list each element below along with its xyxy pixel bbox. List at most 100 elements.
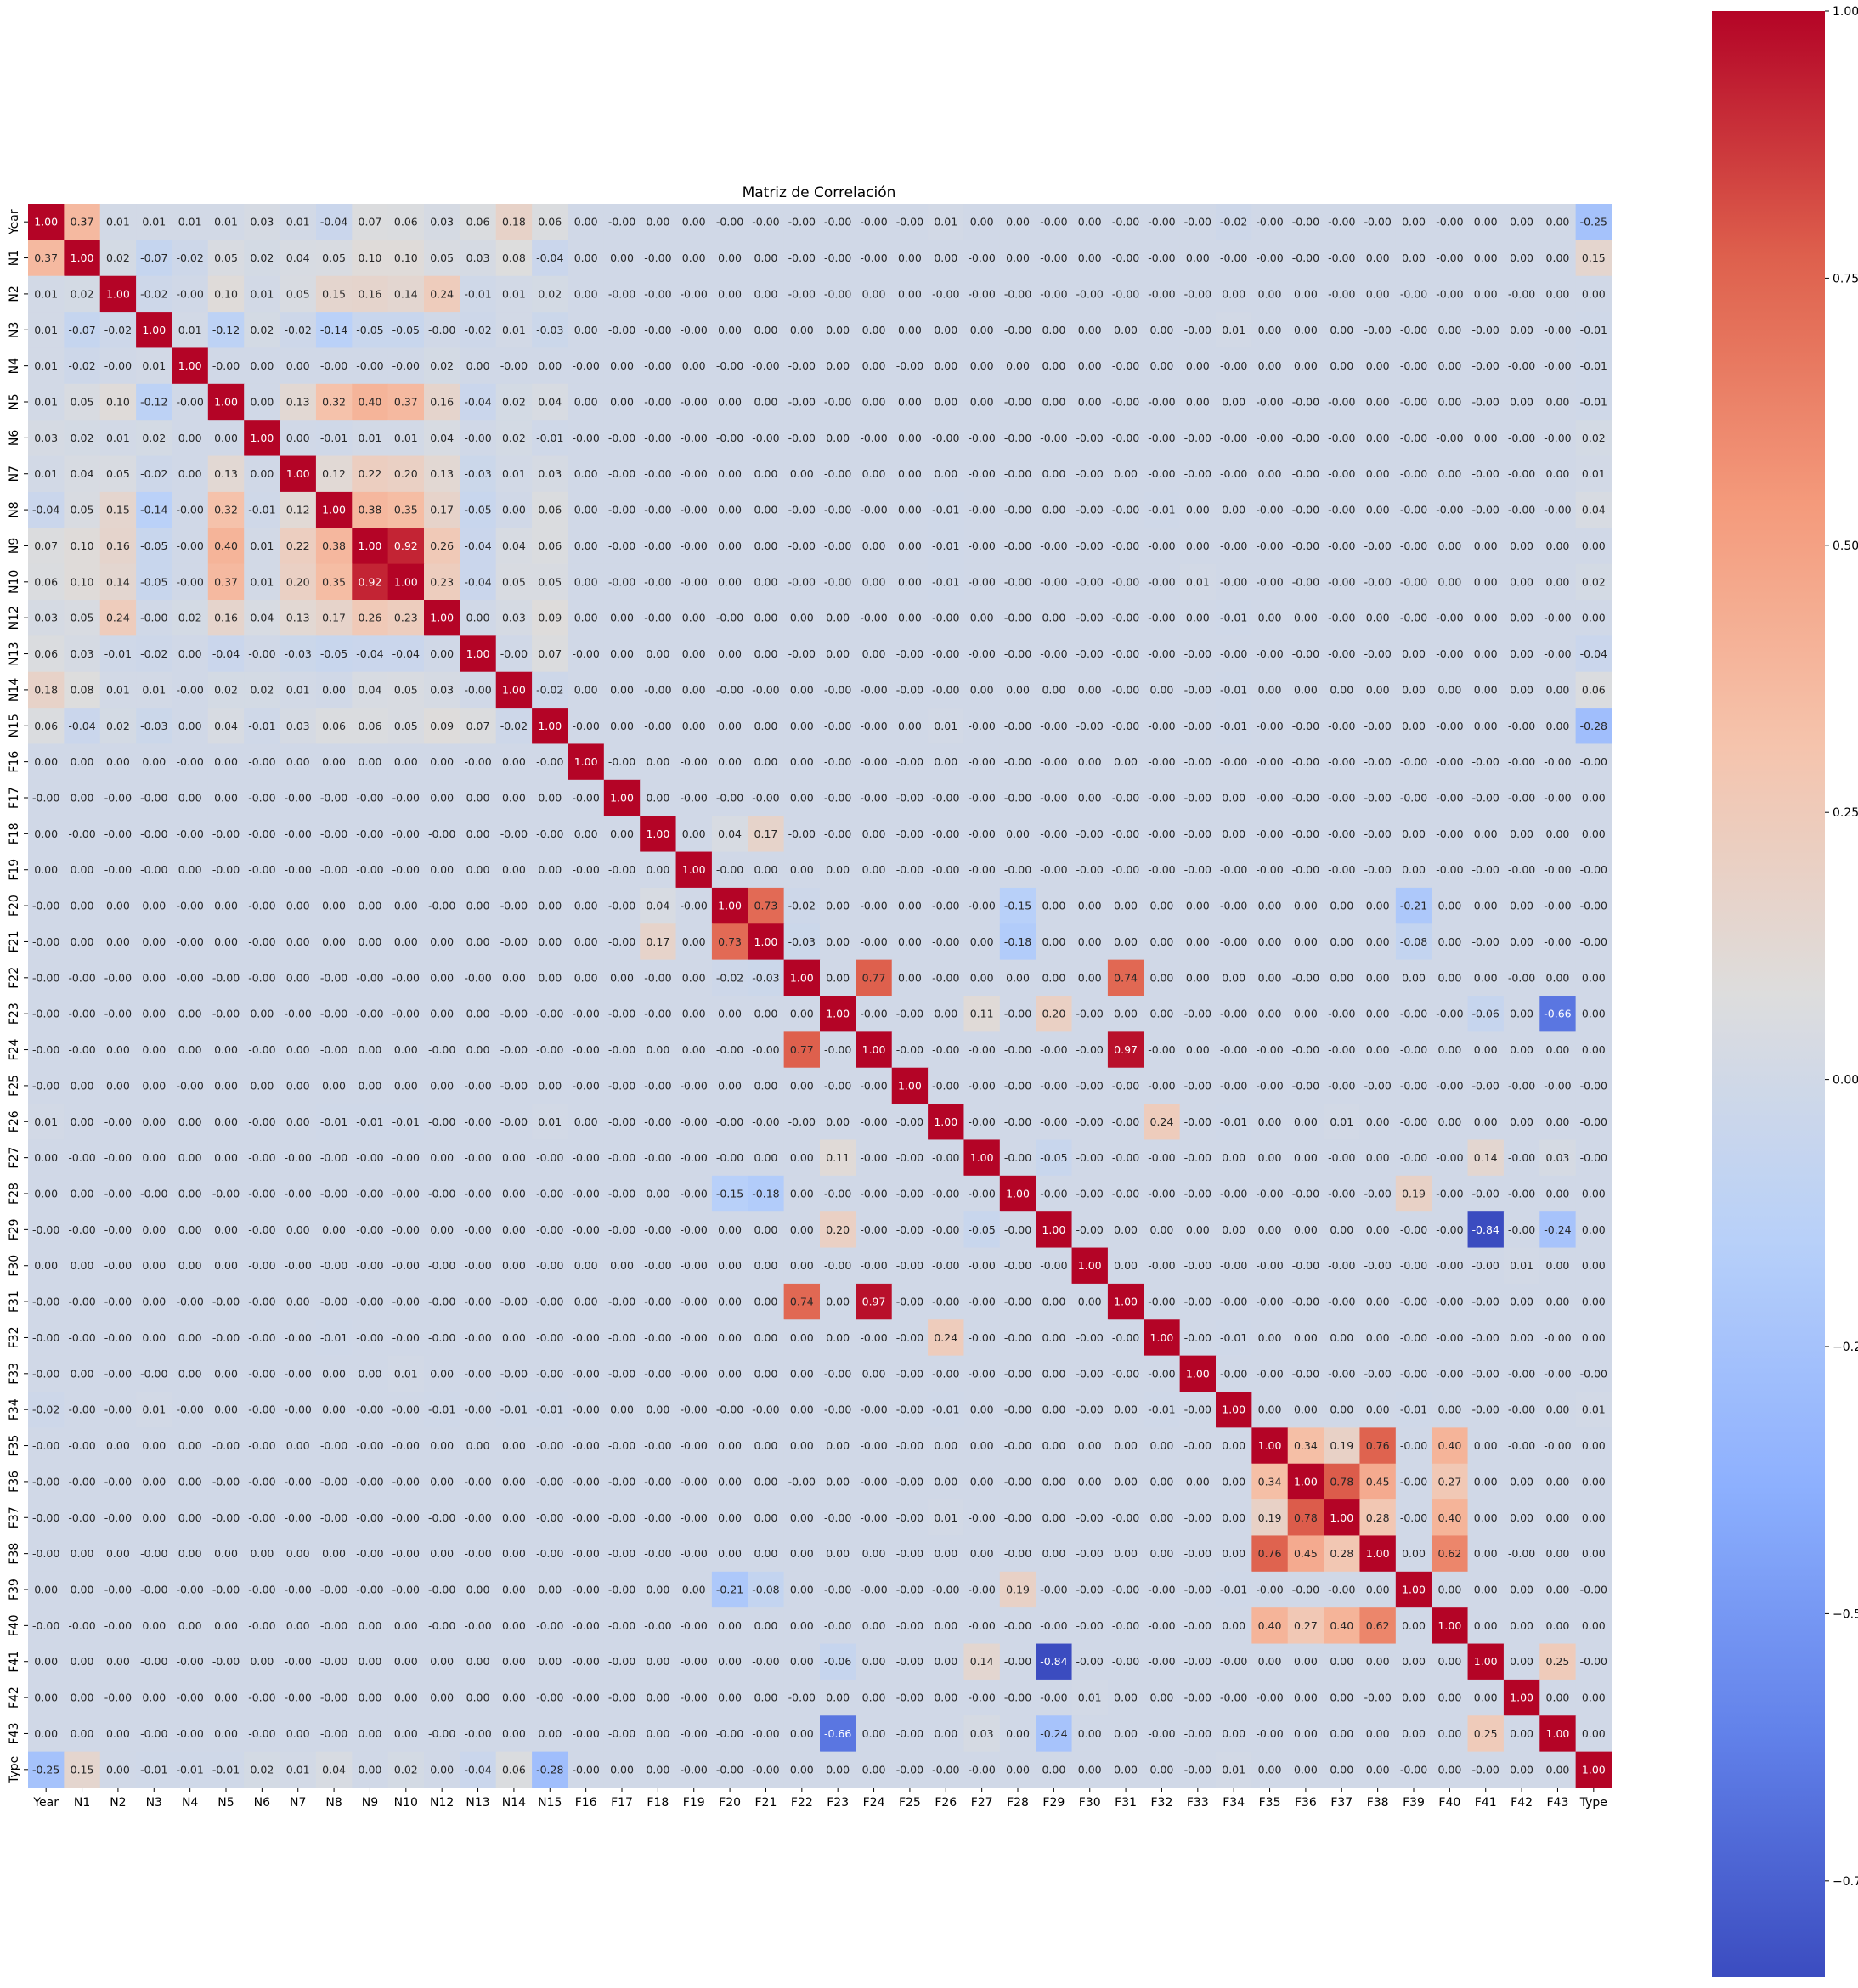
heatmap-cell	[1503, 420, 1540, 457]
cell-value-label: -0.00	[536, 1691, 563, 1704]
cell-value-label: -0.00	[1148, 396, 1175, 409]
cell-value-label: 0.00	[1294, 900, 1318, 912]
cell-value-label: -0.00	[1040, 1259, 1067, 1272]
cell-value-label: 0.00	[214, 1223, 238, 1236]
cell-value-label: 0.13	[430, 467, 454, 480]
heatmap-cell	[387, 383, 425, 421]
cell-value-label: 0.06	[1582, 683, 1606, 696]
heatmap-cell	[1467, 347, 1505, 385]
cell-value-label: 0.00	[1366, 935, 1390, 948]
cell-value-label: -0.01	[248, 504, 275, 517]
cell-value-label: -0.00	[896, 1188, 923, 1200]
heatmap-cell	[1287, 204, 1324, 240]
heatmap-cell	[352, 312, 389, 349]
cell-value-label: 0.00	[754, 1367, 778, 1380]
cell-value-label: -0.00	[248, 792, 275, 805]
heatmap-cell	[1359, 635, 1397, 673]
cell-value-label: -0.07	[140, 251, 167, 264]
cell-value-label: 0.00	[718, 1079, 742, 1092]
cell-value-label: 0.01	[1582, 467, 1606, 480]
cell-value-label: 0.00	[71, 1655, 94, 1668]
cell-value-label: -0.00	[1184, 1763, 1211, 1776]
heatmap-cell	[748, 240, 785, 277]
heatmap-cell	[1503, 312, 1540, 349]
cell-value-label: -0.00	[176, 827, 203, 840]
cell-value-label: -0.00	[968, 1619, 995, 1632]
cell-value-label: -0.00	[248, 647, 275, 660]
heatmap-cell	[1539, 671, 1577, 709]
heatmap-cell	[603, 528, 641, 565]
cell-value-label: -0.00	[644, 1547, 671, 1560]
cell-value-label: 0.00	[1474, 683, 1498, 696]
cell-value-label: 0.00	[71, 1188, 94, 1200]
cell-value-label: 0.01	[394, 1367, 418, 1380]
cell-value-label: -0.00	[968, 1511, 995, 1524]
cell-value-label: 0.00	[1366, 1403, 1390, 1416]
cell-value-label: 0.00	[1078, 1727, 1102, 1740]
heatmap-cell	[207, 491, 245, 528]
cell-value-label: -0.00	[860, 1151, 887, 1164]
cell-value-label: -0.00	[1004, 1475, 1031, 1488]
cell-value-label: 0.00	[106, 755, 130, 768]
cell-value-label: 0.01	[34, 287, 58, 300]
cell-value-label: 0.97	[862, 1296, 886, 1308]
heatmap-cell	[424, 455, 460, 493]
cell-value-label: -0.00	[356, 1439, 383, 1452]
cell-value-label: -0.00	[788, 504, 816, 517]
cell-value-label: 0.00	[574, 1259, 598, 1272]
cell-value-label: 0.00	[1366, 287, 1390, 300]
heatmap-cell	[28, 383, 65, 421]
cell-value-label: 0.03	[1546, 1151, 1570, 1164]
heatmap-cell	[64, 708, 101, 745]
heatmap-cell	[387, 779, 425, 816]
cell-value-label: 0.02	[1582, 575, 1606, 588]
cell-value-label: -0.00	[608, 1188, 635, 1200]
cell-value-label: -0.00	[285, 1475, 312, 1488]
cell-value-label: -0.04	[464, 1763, 491, 1776]
cell-value-label: 0.00	[502, 1151, 526, 1164]
heatmap-cell	[280, 671, 317, 709]
heatmap-cell	[783, 528, 821, 565]
cell-value-label: 0.00	[790, 612, 814, 624]
heatmap-cell	[1287, 671, 1324, 709]
heatmap-cell	[1432, 204, 1469, 240]
cell-value-label: 0.00	[826, 1331, 850, 1344]
cell-value-label: -0.00	[176, 1403, 203, 1416]
heatmap-cell	[64, 779, 101, 816]
cell-value-label: -0.00	[860, 755, 887, 768]
cell-value-label: 0.45	[1294, 1547, 1318, 1560]
cell-value-label: -0.00	[1364, 539, 1391, 552]
cell-value-label: 0.00	[1222, 1727, 1245, 1740]
cell-value-label: -0.00	[681, 755, 708, 768]
cell-value-label: 0.00	[1294, 1763, 1318, 1776]
cell-value-label: 0.00	[1546, 539, 1570, 552]
cell-value-label: 0.00	[934, 467, 957, 480]
cell-value-label: 1.00	[394, 575, 418, 588]
cell-value-label: 0.00	[214, 432, 238, 444]
cell-value-label: -0.00	[1508, 1367, 1535, 1380]
cell-value-label: -0.00	[681, 432, 708, 444]
heatmap-cell	[99, 491, 137, 528]
cell-value-label: -0.00	[1004, 1331, 1031, 1344]
heatmap-cell	[891, 743, 929, 781]
y-tick-label: N14	[8, 678, 21, 702]
heatmap-cell	[315, 600, 353, 636]
y-tick-label: Type	[8, 1756, 21, 1784]
cell-value-label: -0.00	[608, 1439, 635, 1452]
cell-value-label: -0.04	[536, 251, 563, 264]
cell-value-label: 0.00	[502, 1188, 526, 1200]
heatmap-cell	[460, 635, 497, 673]
cell-value-label: -0.00	[681, 575, 708, 588]
cell-value-label: 0.01	[286, 1763, 310, 1776]
cell-value-label: -0.00	[1472, 1331, 1499, 1344]
cell-value-label: 1.00	[1222, 1403, 1245, 1416]
cell-value-label: 0.10	[214, 287, 238, 300]
heatmap-cell	[568, 779, 605, 816]
heatmap-cell	[1467, 563, 1505, 601]
heatmap-cell	[244, 528, 281, 565]
cell-value-label: 0.00	[1330, 1403, 1353, 1416]
heatmap-cell	[1503, 240, 1540, 277]
cell-value-label: 0.00	[934, 396, 957, 409]
cell-value-label: 0.00	[106, 1763, 130, 1776]
cell-value-label: 0.00	[862, 287, 886, 300]
